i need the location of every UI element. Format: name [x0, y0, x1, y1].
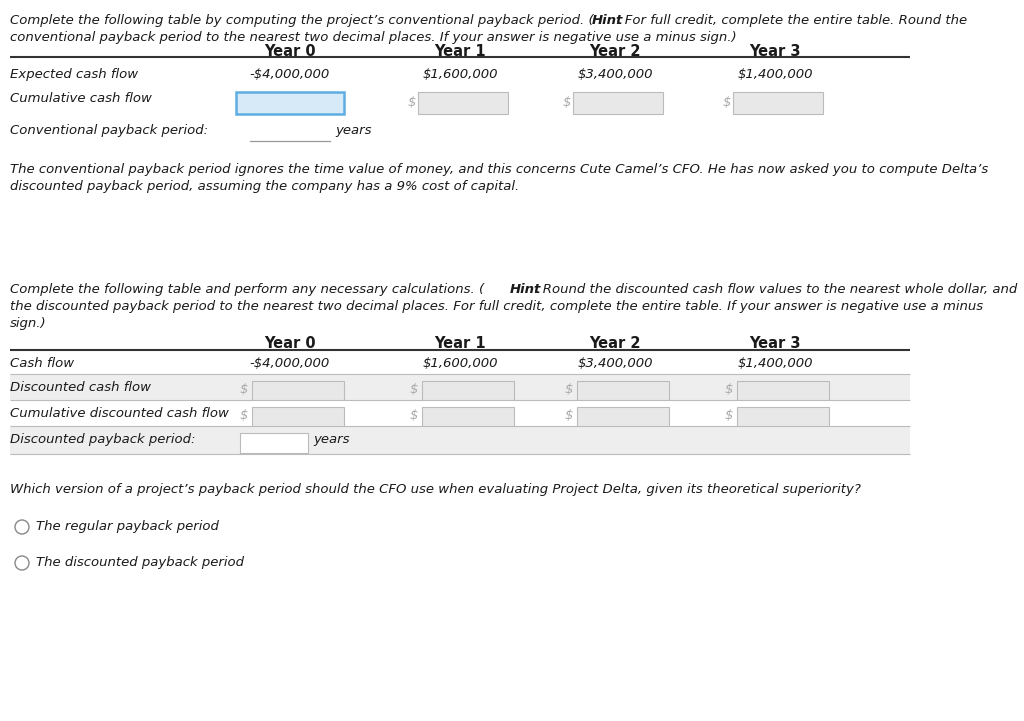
Text: Which version of a project’s payback period should the CFO use when evaluating P: Which version of a project’s payback per… — [10, 483, 861, 496]
Text: : For full credit, complete the entire table. Round the: : For full credit, complete the entire t… — [616, 14, 967, 27]
Text: The regular payback period: The regular payback period — [36, 520, 219, 533]
Bar — [252, 381, 344, 401]
Text: sign.): sign.) — [10, 317, 47, 330]
Text: Year 1: Year 1 — [434, 336, 485, 351]
Text: The discounted payback period: The discounted payback period — [36, 556, 244, 569]
Bar — [240, 433, 308, 453]
Text: : Round the discounted cash flow values to the nearest whole dollar, and: : Round the discounted cash flow values … — [534, 283, 1017, 296]
Text: Cumulative cash flow: Cumulative cash flow — [10, 92, 152, 105]
Text: $1,600,000: $1,600,000 — [422, 357, 498, 370]
Bar — [10, 374, 910, 400]
Bar — [737, 407, 829, 427]
Text: Cumulative discounted cash flow: Cumulative discounted cash flow — [10, 407, 229, 420]
Text: years: years — [335, 124, 372, 137]
Text: $1,400,000: $1,400,000 — [737, 68, 813, 81]
Text: Year 1: Year 1 — [434, 44, 485, 59]
Text: Year 2: Year 2 — [589, 44, 641, 59]
Text: $: $ — [725, 383, 733, 396]
Text: conventional payback period to the nearest two decimal places. If your answer is: conventional payback period to the neare… — [10, 31, 736, 44]
Text: Hint: Hint — [592, 14, 624, 27]
Text: $: $ — [408, 96, 417, 109]
Text: $: $ — [410, 383, 419, 396]
Text: the discounted payback period to the nearest two decimal places. For full credit: the discounted payback period to the nea… — [10, 300, 983, 313]
Bar — [10, 350, 910, 374]
Bar — [422, 407, 514, 427]
Text: $3,400,000: $3,400,000 — [578, 357, 652, 370]
Text: $1,600,000: $1,600,000 — [422, 68, 498, 81]
Text: discounted payback period, assuming the company has a 9% cost of capital.: discounted payback period, assuming the … — [10, 180, 519, 193]
Bar — [236, 92, 344, 114]
Text: Year 3: Year 3 — [750, 336, 801, 351]
Text: $: $ — [725, 409, 733, 422]
Text: Cash flow: Cash flow — [10, 357, 74, 370]
Text: Hint: Hint — [510, 283, 542, 296]
Text: $1,400,000: $1,400,000 — [737, 357, 813, 370]
Text: $: $ — [240, 409, 249, 422]
Text: Expected cash flow: Expected cash flow — [10, 68, 138, 81]
Bar — [737, 381, 829, 401]
Text: -$4,000,000: -$4,000,000 — [250, 68, 330, 81]
Text: $: $ — [563, 96, 571, 109]
Text: $: $ — [565, 383, 573, 396]
Text: Year 3: Year 3 — [750, 44, 801, 59]
Bar — [422, 381, 514, 401]
Text: Year 0: Year 0 — [264, 336, 315, 351]
Bar — [252, 407, 344, 427]
Bar — [10, 426, 910, 454]
Text: Discounted cash flow: Discounted cash flow — [10, 381, 151, 394]
Text: The conventional payback period ignores the time value of money, and this concer: The conventional payback period ignores … — [10, 163, 988, 176]
Text: Year 2: Year 2 — [589, 336, 641, 351]
Text: Discounted payback period:: Discounted payback period: — [10, 433, 196, 446]
Bar — [10, 400, 910, 426]
Text: Complete the following table and perform any necessary calculations. (: Complete the following table and perform… — [10, 283, 484, 296]
Bar — [577, 381, 669, 401]
Text: Year 0: Year 0 — [264, 44, 315, 59]
Text: $: $ — [565, 409, 573, 422]
Text: Complete the following table by computing the project’s conventional payback per: Complete the following table by computin… — [10, 14, 594, 27]
Text: $3,400,000: $3,400,000 — [578, 68, 652, 81]
Text: $: $ — [410, 409, 419, 422]
Text: -$4,000,000: -$4,000,000 — [250, 357, 330, 370]
Text: $: $ — [240, 383, 249, 396]
Text: years: years — [313, 433, 349, 446]
Text: Conventional payback period:: Conventional payback period: — [10, 124, 208, 137]
Text: $: $ — [723, 96, 731, 109]
Bar — [573, 92, 663, 114]
Bar — [577, 407, 669, 427]
Bar — [733, 92, 823, 114]
Bar — [418, 92, 508, 114]
